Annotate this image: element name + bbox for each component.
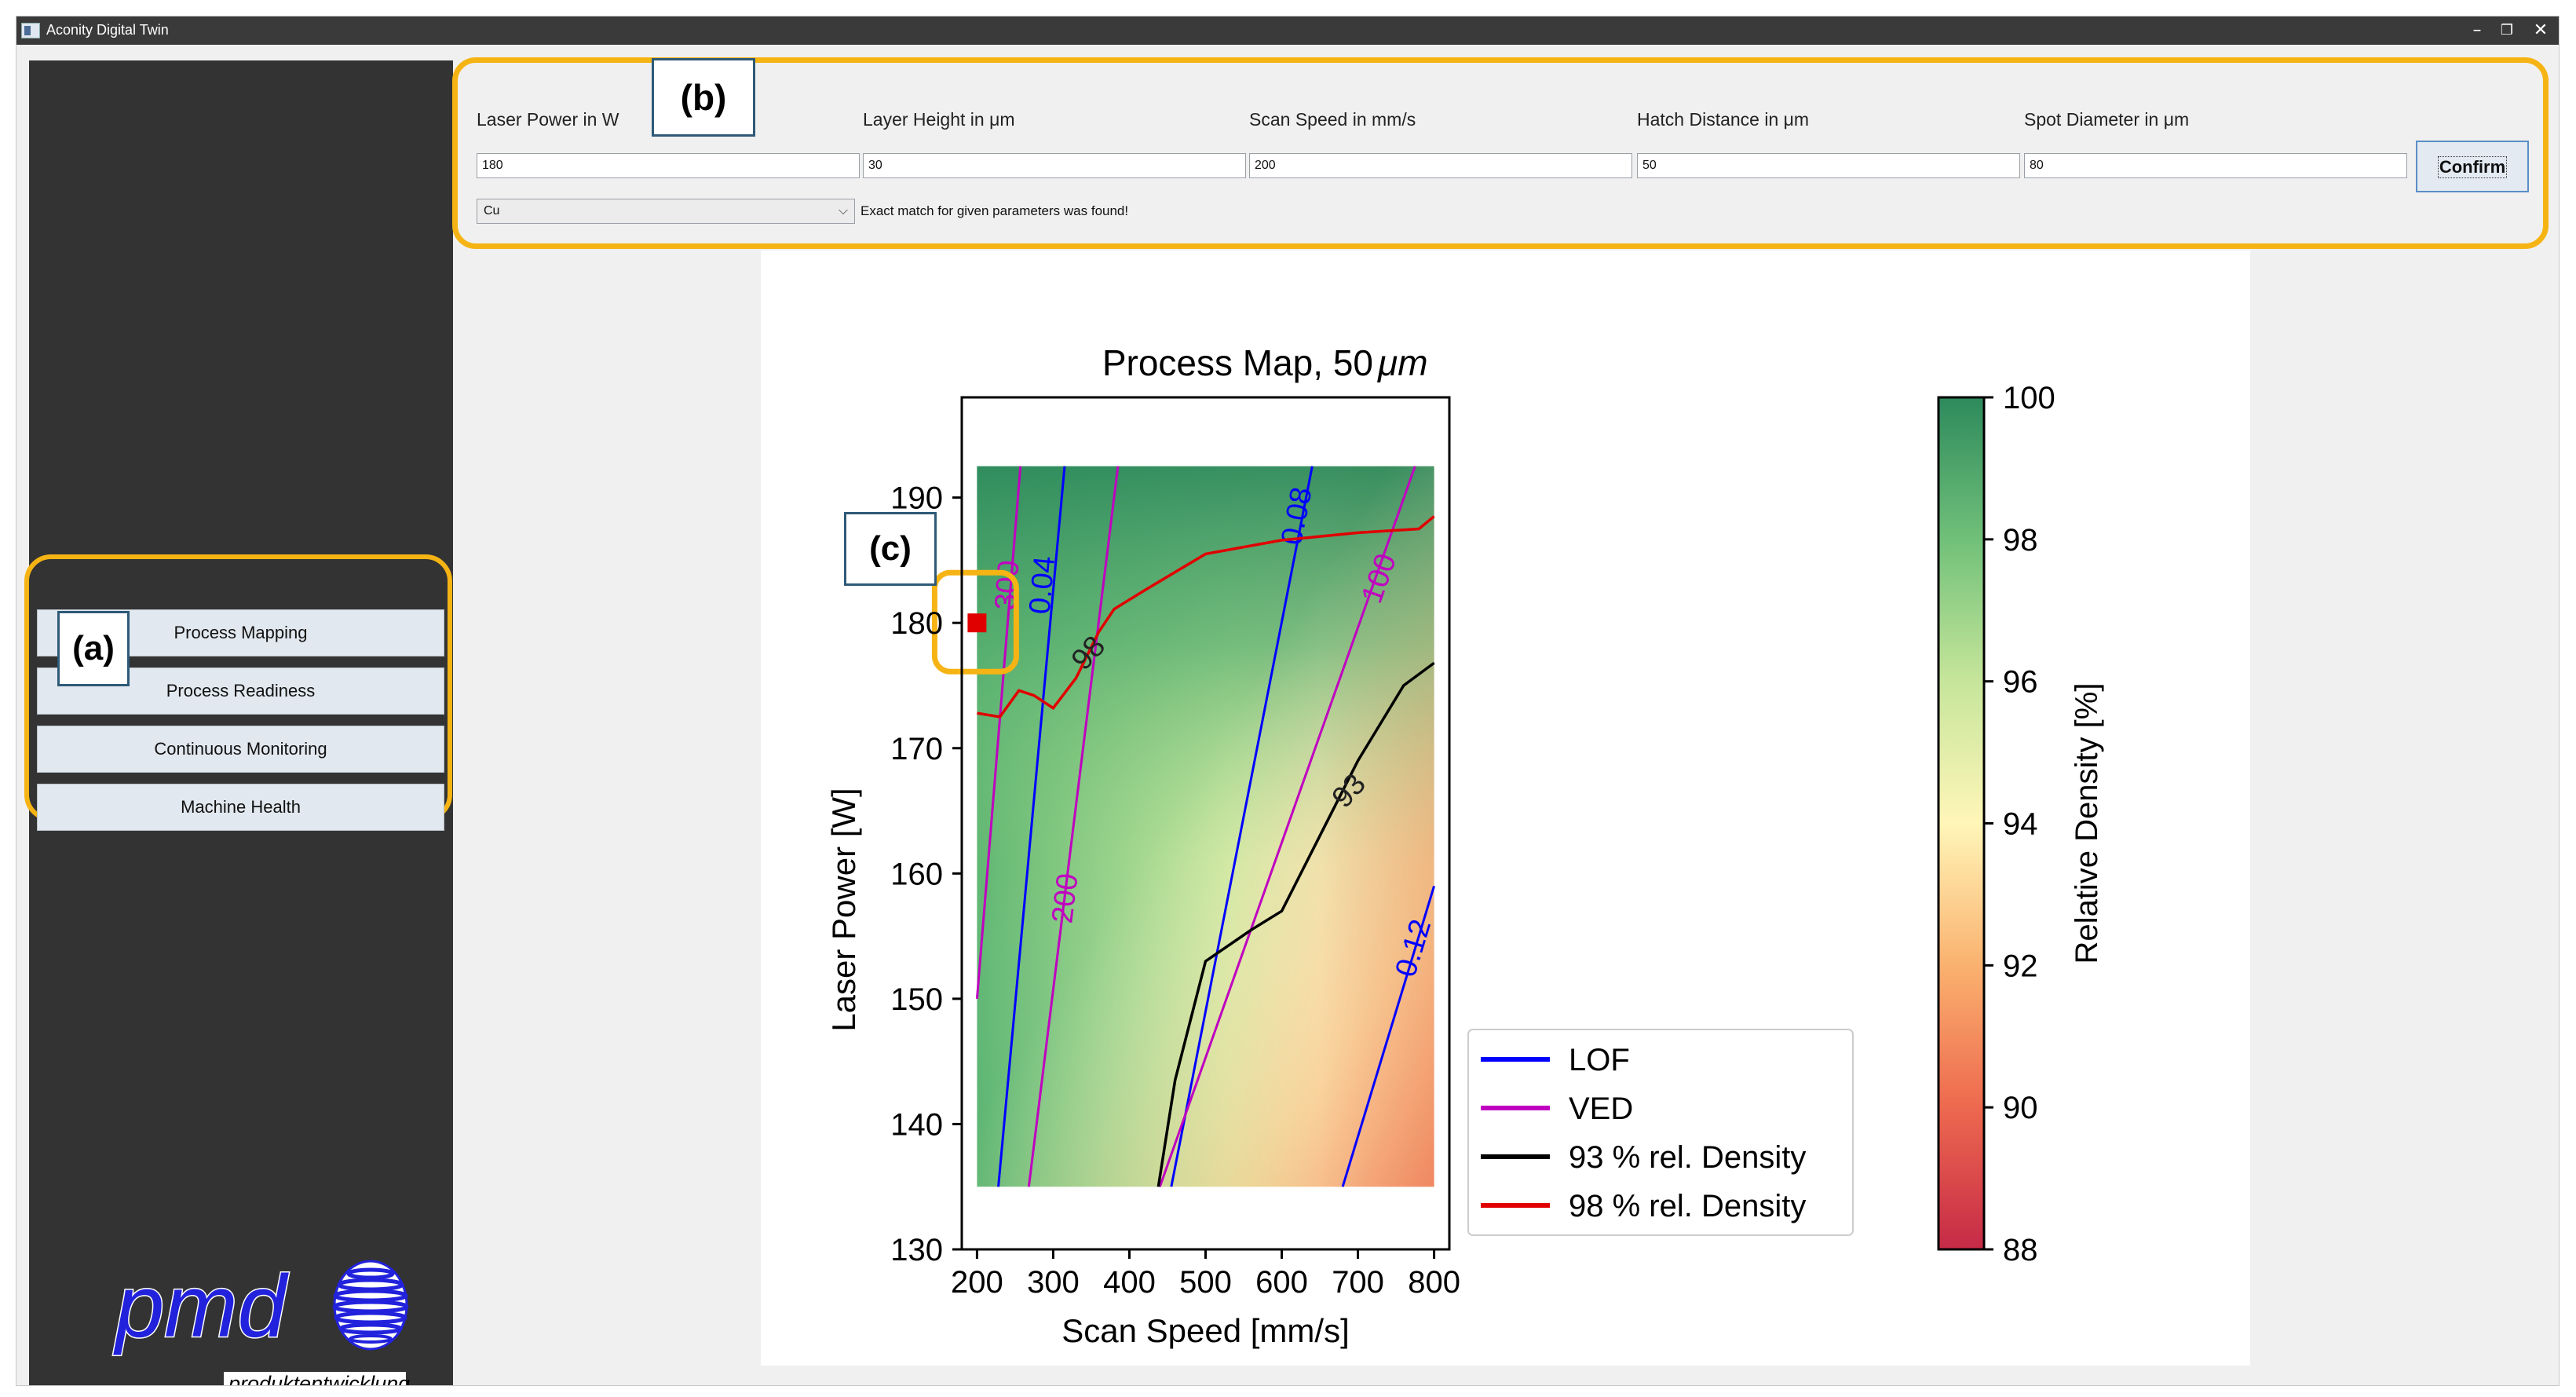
- y-tick-label: 150: [890, 982, 943, 1017]
- y-tick-label: 170: [890, 732, 943, 766]
- ved-label-200: 200: [1046, 872, 1084, 925]
- process-map-panel: 0.04 0.08 0.12 300 200 100 98 93 Process Map, 5…: [761, 251, 2250, 1366]
- chart-title: Process Map, 50: [1102, 342, 1373, 383]
- minimize-button[interactable]: –: [2472, 20, 2482, 40]
- layer-height-label: Layer Height in μm: [863, 109, 1015, 130]
- x-tick-label: 200: [951, 1265, 1003, 1300]
- logo-wordmark: pmd: [113, 1257, 290, 1355]
- annotation-b: (b): [652, 58, 755, 137]
- continuous-monitoring-button[interactable]: Continuous Monitoring: [37, 726, 444, 773]
- restore-button[interactable]: ❐: [2500, 22, 2514, 38]
- spot-diameter-input[interactable]: 80: [2024, 153, 2407, 178]
- hatch-distance-label: Hatch Distance in μm: [1637, 109, 1810, 130]
- ved-label-300: 300: [989, 559, 1026, 612]
- x-tick-label: 700: [1332, 1265, 1384, 1300]
- marker-highlight: [931, 569, 1019, 675]
- laser-power-label: Laser Power in W: [477, 109, 619, 130]
- x-tick-label: 400: [1103, 1265, 1156, 1300]
- annotation-c: (c): [844, 512, 937, 586]
- confirm-button[interactable]: Confirm: [2416, 141, 2529, 192]
- legend-box: [1467, 1029, 1854, 1236]
- material-value: Cu: [484, 204, 500, 218]
- match-status-text: Exact match for given parameters was fou…: [860, 203, 1129, 218]
- confirm-label: Confirm: [2438, 156, 2507, 178]
- x-axis-label: Scan Speed [mm/s]: [1061, 1312, 1350, 1349]
- ved-line-200: [1027, 466, 1120, 1187]
- app-icon: [21, 23, 40, 38]
- y-tick-label: 180: [890, 606, 943, 641]
- annotation-a: (a): [57, 611, 130, 686]
- 93-rel-density-contour: [1156, 661, 1435, 1187]
- y-axis-label: Laser Power [W]: [825, 788, 862, 1031]
- title-bar: Aconity Digital Twin – ❐ ✕: [16, 16, 2559, 45]
- scan-speed-input[interactable]: 200: [1249, 153, 1632, 178]
- colorbar-label: Relative Density [%]: [2070, 683, 2104, 964]
- sidebar: pmd produktentwicklung maschinenelemente: [29, 60, 453, 1385]
- layer-height-input[interactable]: 30: [863, 153, 1246, 178]
- colorbar-tick-label: 92: [2003, 949, 2038, 983]
- colorbar-tick-label: 98: [2003, 523, 2038, 558]
- y-tick-label: 190: [890, 481, 943, 516]
- lof-label-0-04: 0.04: [1024, 554, 1062, 616]
- lof-line-0-12: [1341, 885, 1436, 1187]
- striped-globe-icon: [332, 1260, 409, 1351]
- spot-diameter-label: Spot Diameter in μm: [2024, 109, 2190, 130]
- close-button[interactable]: ✕: [2533, 20, 2549, 40]
- chart-title-unit: μm: [1377, 342, 1428, 383]
- machine-health-button[interactable]: Machine Health: [37, 784, 444, 831]
- logo-line1: produktentwicklung: [228, 1372, 410, 1386]
- legend-label: LOF: [1569, 1043, 1630, 1077]
- current-parameter-marker: [967, 613, 987, 633]
- legend-label: 98 % rel. Density: [1569, 1189, 1806, 1223]
- material-select[interactable]: Cu ⌵: [477, 199, 855, 224]
- legend-label: VED: [1569, 1092, 1633, 1126]
- y-tick-label: 160: [890, 857, 943, 891]
- colorbar-tick-label: 96: [2003, 665, 2038, 700]
- y-tick-label: 140: [890, 1107, 943, 1142]
- x-tick-label: 800: [1408, 1265, 1460, 1300]
- colorbar-tick-label: 94: [2003, 807, 2038, 842]
- ved-line-100: [1158, 466, 1416, 1187]
- pmd-logo: pmd produktentwicklung maschinenelemente: [112, 1256, 410, 1386]
- scan-speed-label: Scan Speed in mm/s: [1249, 109, 1416, 130]
- legend-label: 93 % rel. Density: [1569, 1140, 1806, 1175]
- colorbar-tick-label: 88: [2003, 1233, 2038, 1267]
- y-tick-label: 130: [890, 1233, 943, 1267]
- lof-line-0-04: [997, 466, 1066, 1187]
- app-window: Aconity Digital Twin – ❐ ✕ pmd produk: [16, 16, 2560, 1386]
- colorbar-tick-label: 100: [2003, 381, 2055, 415]
- chevron-down-icon: ⌵: [838, 204, 848, 218]
- laser-power-input[interactable]: 180: [477, 153, 860, 178]
- x-tick-label: 300: [1027, 1265, 1080, 1300]
- hatch-distance-input[interactable]: 50: [1637, 153, 2020, 178]
- colorbar-tick-label: 90: [2003, 1091, 2038, 1125]
- x-tick-label: 500: [1179, 1265, 1232, 1300]
- ved-line-300: [975, 466, 1022, 1000]
- lof-line-0-08: [1170, 466, 1314, 1187]
- x-tick-label: 600: [1255, 1265, 1308, 1300]
- window-title: Aconity Digital Twin: [46, 22, 169, 38]
- colorbar: [1937, 396, 1986, 1251]
- 98-rel-density-contour: [977, 515, 1435, 719]
